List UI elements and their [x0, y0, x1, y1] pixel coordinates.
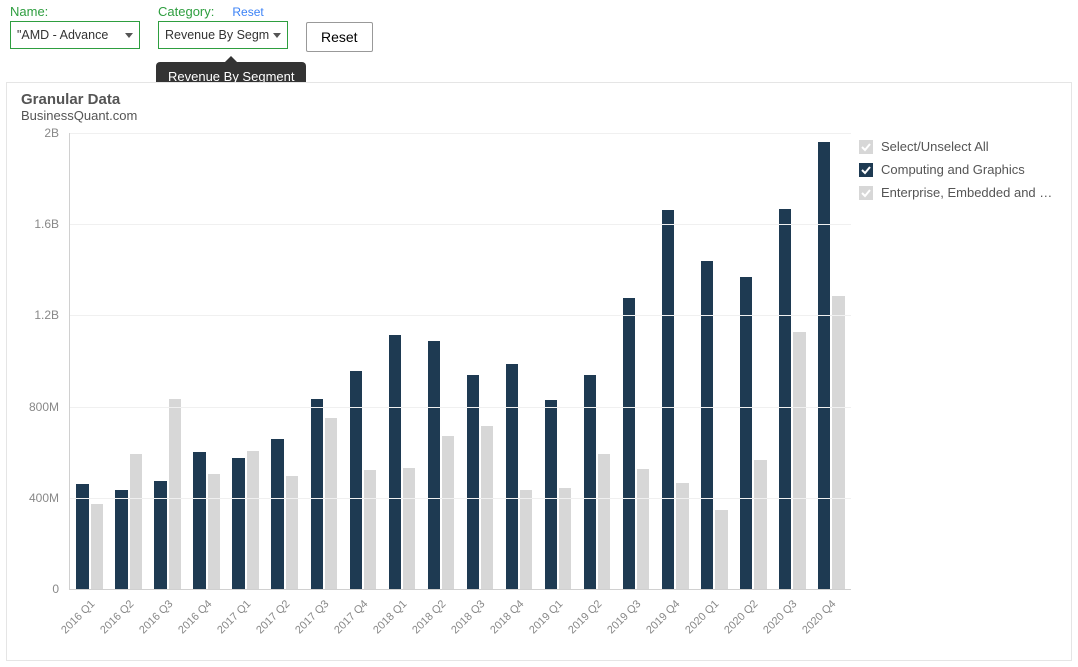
- x-tick-label: 2018 Q1: [371, 598, 409, 636]
- bar[interactable]: [208, 474, 220, 589]
- y-tick-label: 1.6B: [34, 217, 59, 231]
- x-tick-label: 2020 Q3: [762, 598, 800, 636]
- bar[interactable]: [232, 458, 244, 589]
- checkbox-icon: [859, 163, 873, 177]
- bar[interactable]: [598, 454, 610, 589]
- reset-button[interactable]: Reset: [306, 22, 373, 52]
- bar[interactable]: [76, 484, 88, 589]
- x-tick-label: 2019 Q1: [527, 598, 565, 636]
- legend: Select/Unselect All Computing and Graphic…: [859, 139, 1059, 200]
- bar[interactable]: [350, 371, 362, 589]
- bar[interactable]: [247, 451, 259, 589]
- checkbox-icon: [859, 140, 873, 154]
- bar[interactable]: [662, 210, 674, 589]
- bar[interactable]: [130, 454, 142, 589]
- legend-select-all[interactable]: Select/Unselect All: [859, 139, 1059, 154]
- y-tick-label: 0: [52, 582, 59, 596]
- legend-label: Computing and Graphics: [881, 162, 1025, 177]
- bar[interactable]: [637, 469, 649, 589]
- chart-subtitle: BusinessQuant.com: [7, 108, 1071, 123]
- bar[interactable]: [545, 400, 557, 589]
- legend-series-1[interactable]: Enterprise, Embedded and Se…: [859, 185, 1059, 200]
- bar[interactable]: [559, 488, 571, 589]
- bar[interactable]: [818, 142, 830, 589]
- x-tick-label: 2020 Q2: [723, 598, 761, 636]
- bar[interactable]: [793, 332, 805, 589]
- y-tick-label: 2B: [44, 126, 59, 140]
- x-tick-label: 2018 Q3: [449, 598, 487, 636]
- category-select[interactable]: Revenue By Segm: [158, 21, 288, 49]
- x-tick-label: 2016 Q3: [137, 598, 175, 636]
- bar[interactable]: [754, 460, 766, 589]
- gridline: [70, 133, 851, 134]
- gridline: [70, 407, 851, 408]
- x-tick-label: 2020 Q4: [801, 598, 839, 636]
- name-label: Name:: [10, 4, 48, 19]
- bar[interactable]: [389, 335, 401, 589]
- bar[interactable]: [481, 426, 493, 589]
- x-tick-label: 2017 Q1: [215, 598, 253, 636]
- chevron-down-icon: [273, 33, 281, 38]
- bar[interactable]: [779, 209, 791, 589]
- bar[interactable]: [623, 298, 635, 589]
- chart-title: Granular Data: [7, 83, 1071, 108]
- category-select-value: Revenue By Segm: [165, 28, 269, 42]
- chart-container: Granular Data BusinessQuant.com 0 400M 800…: [6, 82, 1072, 661]
- bar[interactable]: [442, 436, 454, 589]
- x-tick-label: 2018 Q2: [410, 598, 448, 636]
- x-axis-labels: 2016 Q12016 Q22016 Q32016 Q42017 Q12017 …: [69, 590, 851, 650]
- bar[interactable]: [115, 490, 127, 589]
- y-tick-label: 1.2B: [34, 308, 59, 322]
- bar[interactable]: [193, 452, 205, 589]
- bar[interactable]: [91, 504, 103, 589]
- bar[interactable]: [286, 476, 298, 589]
- y-axis: 0400M800M1.2B1.6B2B: [21, 133, 65, 590]
- bar[interactable]: [271, 439, 283, 589]
- x-tick-label: 2020 Q1: [683, 598, 721, 636]
- bar[interactable]: [169, 399, 181, 589]
- plot-area: [69, 133, 851, 590]
- legend-label: Enterprise, Embedded and Se…: [881, 185, 1059, 200]
- y-tick-label: 400M: [29, 491, 59, 505]
- legend-series-0[interactable]: Computing and Graphics: [859, 162, 1059, 177]
- x-tick-label: 2016 Q4: [176, 598, 214, 636]
- bar[interactable]: [701, 261, 713, 589]
- checkbox-icon: [859, 186, 873, 200]
- bar[interactable]: [325, 418, 337, 589]
- reset-link[interactable]: Reset: [232, 5, 263, 19]
- bar[interactable]: [364, 470, 376, 589]
- x-tick-label: 2017 Q2: [254, 598, 292, 636]
- x-tick-label: 2019 Q4: [644, 598, 682, 636]
- bar[interactable]: [506, 364, 518, 589]
- x-tick-label: 2016 Q1: [59, 598, 97, 636]
- gridline: [70, 224, 851, 225]
- y-tick-label: 800M: [29, 400, 59, 414]
- bar[interactable]: [520, 490, 532, 589]
- bar[interactable]: [311, 399, 323, 589]
- bar[interactable]: [740, 277, 752, 589]
- gridline: [70, 315, 851, 316]
- bar[interactable]: [715, 510, 727, 589]
- legend-label: Select/Unselect All: [881, 139, 989, 154]
- x-tick-label: 2017 Q3: [293, 598, 331, 636]
- chevron-down-icon: [125, 33, 133, 38]
- name-select-value: "AMD - Advance: [17, 28, 121, 42]
- gridline: [70, 498, 851, 499]
- bar[interactable]: [832, 296, 844, 589]
- plot-outer: 0400M800M1.2B1.6B2B 2016 Q12016 Q22016 Q…: [21, 133, 851, 650]
- bar[interactable]: [428, 341, 440, 589]
- category-label: Category:: [158, 4, 214, 19]
- bars-layer: [70, 133, 851, 589]
- bar[interactable]: [676, 483, 688, 589]
- x-tick-label: 2019 Q2: [566, 598, 604, 636]
- x-tick-label: 2018 Q4: [488, 598, 526, 636]
- x-tick-label: 2019 Q3: [605, 598, 643, 636]
- x-tick-label: 2016 Q2: [98, 598, 136, 636]
- x-tick-label: 2017 Q4: [332, 598, 370, 636]
- name-select[interactable]: "AMD - Advance: [10, 21, 140, 49]
- bar[interactable]: [403, 468, 415, 589]
